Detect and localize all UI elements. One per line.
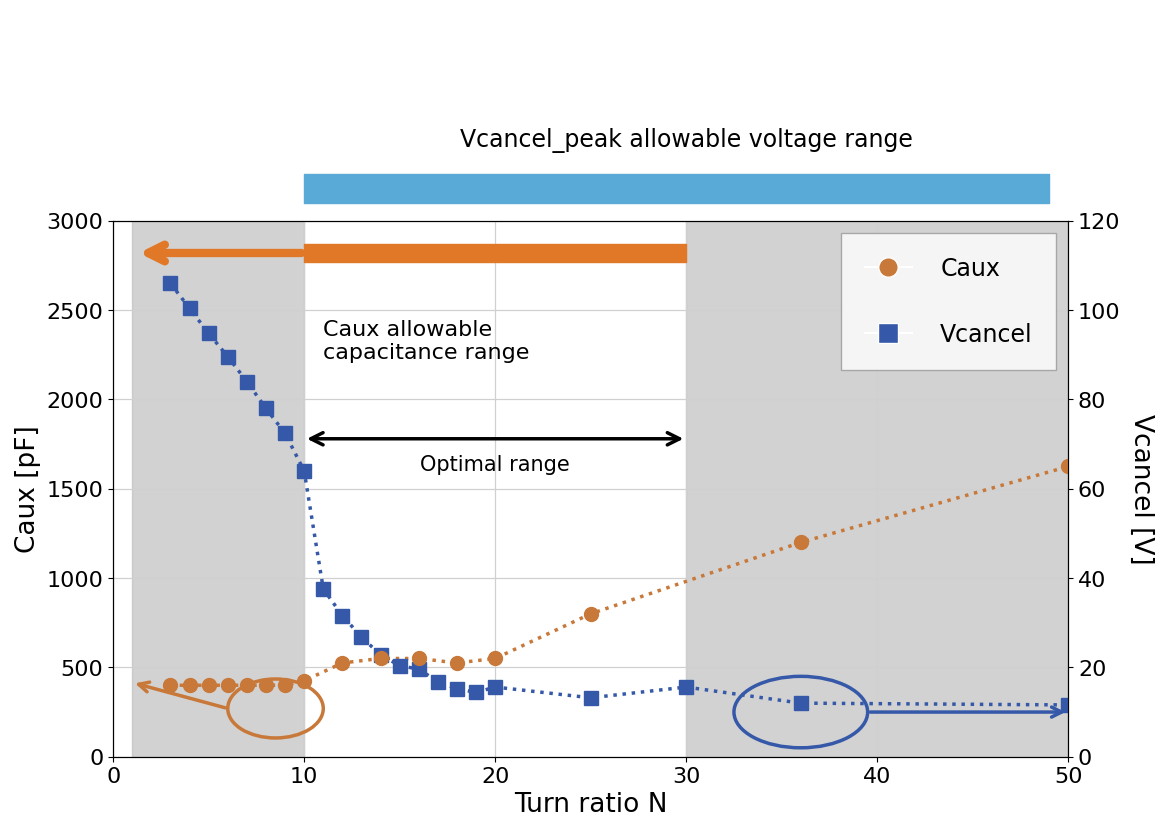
Y-axis label: Caux [pF]: Caux [pF] (15, 425, 41, 553)
Text: Optimal range: Optimal range (420, 455, 570, 475)
Legend: Caux, Vcancel: Caux, Vcancel (840, 233, 1056, 371)
Y-axis label: Vcancel [V]: Vcancel [V] (1127, 414, 1153, 564)
Text: Caux allowable
capacitance range: Caux allowable capacitance range (324, 319, 529, 362)
Text: Vcancel_peak allowable voltage range: Vcancel_peak allowable voltage range (459, 128, 912, 153)
X-axis label: Turn ratio N: Turn ratio N (514, 792, 667, 818)
Bar (686, 222, 1068, 756)
Bar (132, 222, 304, 756)
